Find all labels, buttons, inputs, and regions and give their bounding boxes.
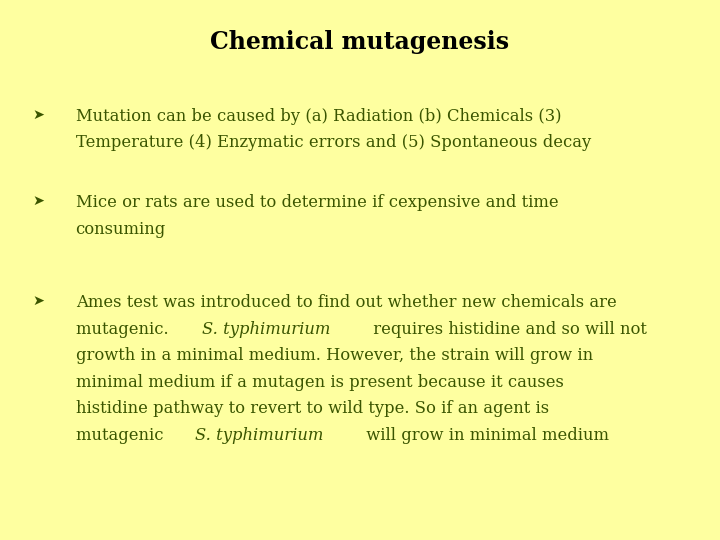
Text: ➤: ➤ bbox=[32, 294, 45, 308]
Text: ➤: ➤ bbox=[32, 108, 45, 122]
Text: Ames test was introduced to find out whether new chemicals are: Ames test was introduced to find out whe… bbox=[76, 294, 616, 311]
Text: will grow in minimal medium: will grow in minimal medium bbox=[361, 427, 609, 443]
Text: requires histidine and so will not: requires histidine and so will not bbox=[367, 321, 647, 338]
Text: growth in a minimal medium. However, the strain will grow in: growth in a minimal medium. However, the… bbox=[76, 347, 593, 364]
Text: Mice or rats are used to determine if cexpensive and time: Mice or rats are used to determine if ce… bbox=[76, 194, 558, 211]
Text: S. typhimurium: S. typhimurium bbox=[202, 321, 330, 338]
Text: Mutation can be caused by (a) Radiation (b) Chemicals (3): Mutation can be caused by (a) Radiation … bbox=[76, 108, 561, 125]
Text: mutagenic: mutagenic bbox=[76, 427, 168, 443]
Text: ➤: ➤ bbox=[32, 194, 45, 208]
Text: minimal medium if a mutagen is present because it causes: minimal medium if a mutagen is present b… bbox=[76, 374, 564, 390]
Text: S. typhimurium: S. typhimurium bbox=[195, 427, 324, 443]
Text: mutagenic.: mutagenic. bbox=[76, 321, 174, 338]
Text: histidine pathway to revert to wild type. So if an agent is: histidine pathway to revert to wild type… bbox=[76, 400, 549, 417]
Text: Chemical mutagenesis: Chemical mutagenesis bbox=[210, 30, 510, 53]
Text: consuming: consuming bbox=[76, 221, 166, 238]
Text: Temperature (4) Enzymatic errors and (5) Spontaneous decay: Temperature (4) Enzymatic errors and (5)… bbox=[76, 134, 591, 151]
